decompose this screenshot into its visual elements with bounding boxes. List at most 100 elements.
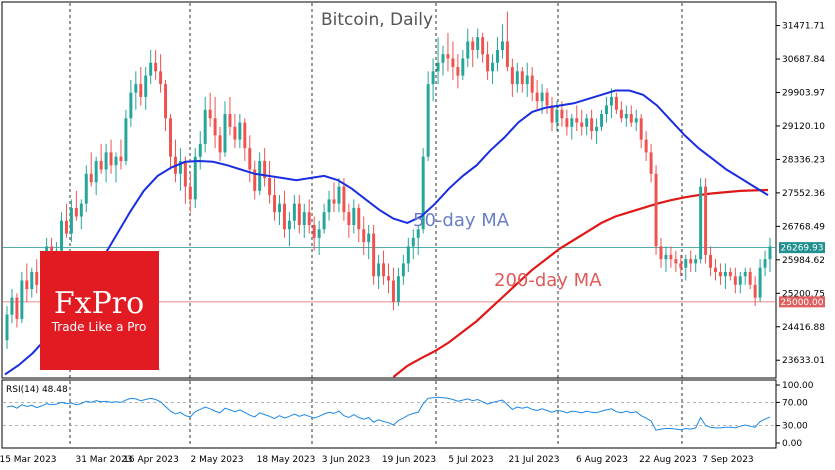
candle-body [322, 212, 326, 230]
candle-body [25, 280, 29, 290]
candle-body [89, 173, 93, 183]
candle-body [124, 118, 128, 161]
candle-body [515, 71, 519, 85]
candle [624, 105, 628, 127]
candle-body [714, 267, 717, 272]
candle-body [565, 118, 569, 127]
candle [104, 143, 108, 183]
candle-body [560, 109, 564, 119]
price-tag-level-bg [779, 296, 825, 308]
x-tick-label: 31 Mar 2023 [75, 455, 132, 465]
candle-body [580, 122, 584, 127]
y-tick-label: 23633.01 [782, 356, 825, 366]
y-tick-label: 24416.88 [782, 323, 825, 333]
candle-body [223, 114, 227, 153]
candle-body [456, 67, 460, 76]
candle [297, 195, 301, 234]
candle [193, 148, 197, 208]
candle [208, 92, 212, 127]
candle [382, 250, 386, 285]
candle [213, 96, 217, 149]
price-tag-level-label: 25000.00 [781, 298, 824, 308]
candle [84, 165, 88, 213]
candle [644, 131, 648, 161]
candle [441, 45, 445, 76]
candle-body [590, 118, 594, 132]
candle [372, 225, 376, 285]
candle [704, 178, 708, 264]
candle-body [377, 263, 381, 277]
candle-body [525, 75, 529, 85]
candle [530, 67, 534, 102]
candle [406, 237, 410, 272]
candle [723, 263, 727, 290]
candle-body [570, 118, 574, 127]
candle-body [382, 263, 386, 277]
candle-body [704, 186, 708, 255]
candle-body [79, 203, 83, 217]
candle-body [15, 297, 19, 319]
y-tick-label: 31471.71 [782, 22, 825, 32]
candle [476, 28, 480, 59]
candle [178, 148, 182, 191]
candle [342, 178, 346, 221]
fxpro-logo: FxPro Trade Like a Pro [40, 251, 159, 370]
candle [154, 49, 158, 80]
candle [15, 293, 19, 328]
candle [30, 267, 34, 298]
candle [114, 152, 118, 183]
candle [69, 199, 73, 243]
candle-body [347, 212, 351, 226]
candle [456, 54, 460, 89]
candle [595, 118, 599, 144]
candle-body [758, 267, 762, 298]
candle [575, 105, 579, 132]
candle [600, 109, 604, 132]
candle [337, 178, 341, 213]
x-tick-label: 5 Jul 2023 [448, 455, 493, 465]
candle [387, 263, 390, 294]
candle-body [74, 207, 78, 217]
annotation-50-day-ma: 50-day MA [413, 210, 510, 231]
candle-body [550, 105, 554, 123]
candle-body [64, 220, 68, 234]
candle [421, 148, 425, 234]
candle [614, 92, 618, 115]
candle-body [213, 118, 217, 136]
candle-body [337, 186, 341, 204]
candle [416, 225, 420, 255]
candle [496, 37, 499, 72]
candle [500, 24, 504, 59]
candle [515, 62, 519, 93]
candle [570, 114, 574, 140]
candle-body [451, 58, 455, 68]
candle-body [540, 92, 544, 102]
candle-body [401, 263, 405, 277]
candle [649, 143, 653, 183]
candle-body [486, 54, 490, 72]
candle-body [69, 207, 73, 234]
candle [609, 88, 613, 119]
candle [585, 114, 589, 136]
candle-body [362, 229, 366, 243]
candle-body [387, 276, 390, 281]
candle-body [218, 135, 222, 153]
candle-body [431, 71, 435, 85]
candle-body [763, 259, 767, 268]
candle [461, 49, 465, 80]
chart-title: Bitcoin, Daily [321, 10, 433, 30]
candle [738, 271, 742, 294]
candle-body [639, 118, 643, 140]
candle-body [595, 126, 599, 132]
candle-body [491, 62, 495, 72]
candle-body [743, 271, 747, 277]
candle-body [357, 207, 361, 230]
candle-body [649, 152, 653, 174]
candle-body [99, 160, 103, 170]
candle-body [10, 297, 14, 315]
candle-body [614, 96, 618, 110]
candle-body [119, 156, 123, 161]
y-tick-label: 30687.84 [782, 55, 825, 65]
candle-body [193, 156, 197, 200]
rsi-y-tick-label: 30.00 [782, 422, 808, 432]
